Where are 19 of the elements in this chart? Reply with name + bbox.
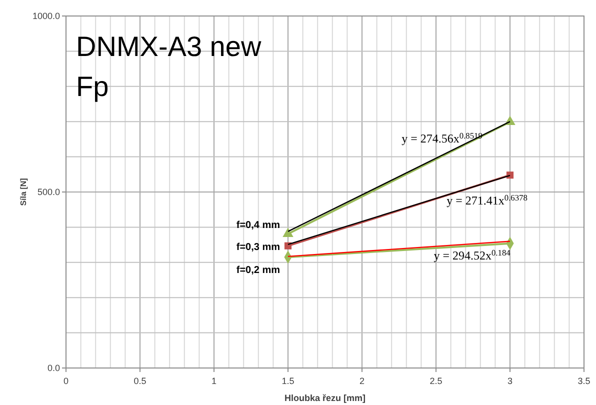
- x-axis-title: Hloubka řezu [mm]: [284, 393, 366, 403]
- series-label: y = 294.52x$^{0.184}$: [434, 248, 512, 262]
- x-tick-label: 3: [507, 376, 513, 386]
- x-tick-label: 0: [63, 376, 69, 386]
- y-axis-title: Síla [N]: [19, 178, 28, 206]
- x-tick-label: 0.5: [134, 376, 146, 386]
- y-tick-label: 1000.0: [32, 11, 60, 21]
- series-label: f=0,2 mm: [236, 265, 280, 276]
- series-label: f=0,4 mm: [236, 220, 280, 231]
- x-tick-label: 1: [211, 376, 217, 386]
- y-tick-label: 500.0: [37, 187, 60, 197]
- x-tick-label: 2: [359, 376, 365, 386]
- series-label: y = 271.41x$^{0.6378}$: [446, 192, 528, 208]
- series-label: f=0,3 mm: [236, 242, 280, 253]
- text: DNMX-A3 new Fp: [76, 31, 262, 102]
- x-tick-label: 1.5: [282, 376, 294, 386]
- x-tick-label: 3.5: [578, 376, 590, 386]
- y-tick-label: 0.0: [47, 363, 60, 373]
- x-tick-label: 2.5: [430, 376, 442, 386]
